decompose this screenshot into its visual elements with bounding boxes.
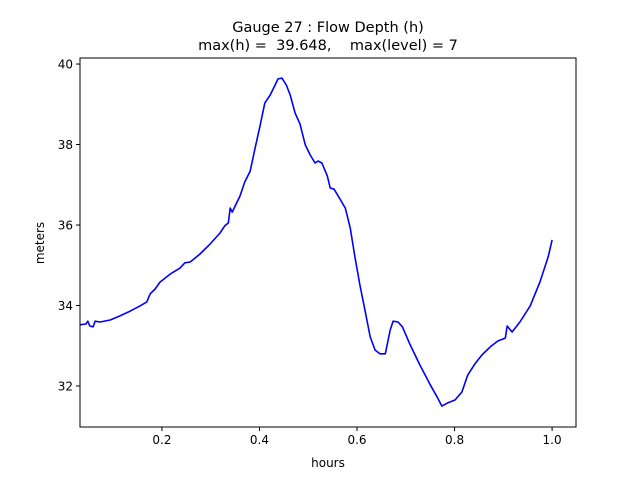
chart-subtitle: max(h) = 39.648, max(level) = 7: [198, 38, 458, 54]
y-tick-label: 32: [58, 379, 73, 393]
y-axis-label: meters: [33, 222, 47, 264]
x-tick-label: 0.6: [347, 433, 366, 447]
chart-title: Gauge 27 : Flow Depth (h): [232, 20, 424, 36]
x-tick-label: 0.8: [445, 433, 464, 447]
x-tick-label: 1.0: [543, 433, 562, 447]
y-tick-label: 38: [58, 138, 73, 152]
x-tick-label: 0.4: [250, 433, 269, 447]
x-tick-label: 0.2: [152, 433, 171, 447]
axes-frame: [79, 57, 577, 428]
y-tick-label: 34: [58, 299, 73, 313]
x-axis-label: hours: [311, 456, 345, 470]
y-tick-label: 40: [58, 58, 73, 72]
y-tick-label: 36: [58, 218, 73, 232]
plot-area: 0.2 0.4 0.6 0.8 1.0 32 34 36 38 40: [58, 58, 562, 447]
series-line-h: [79, 77, 553, 407]
